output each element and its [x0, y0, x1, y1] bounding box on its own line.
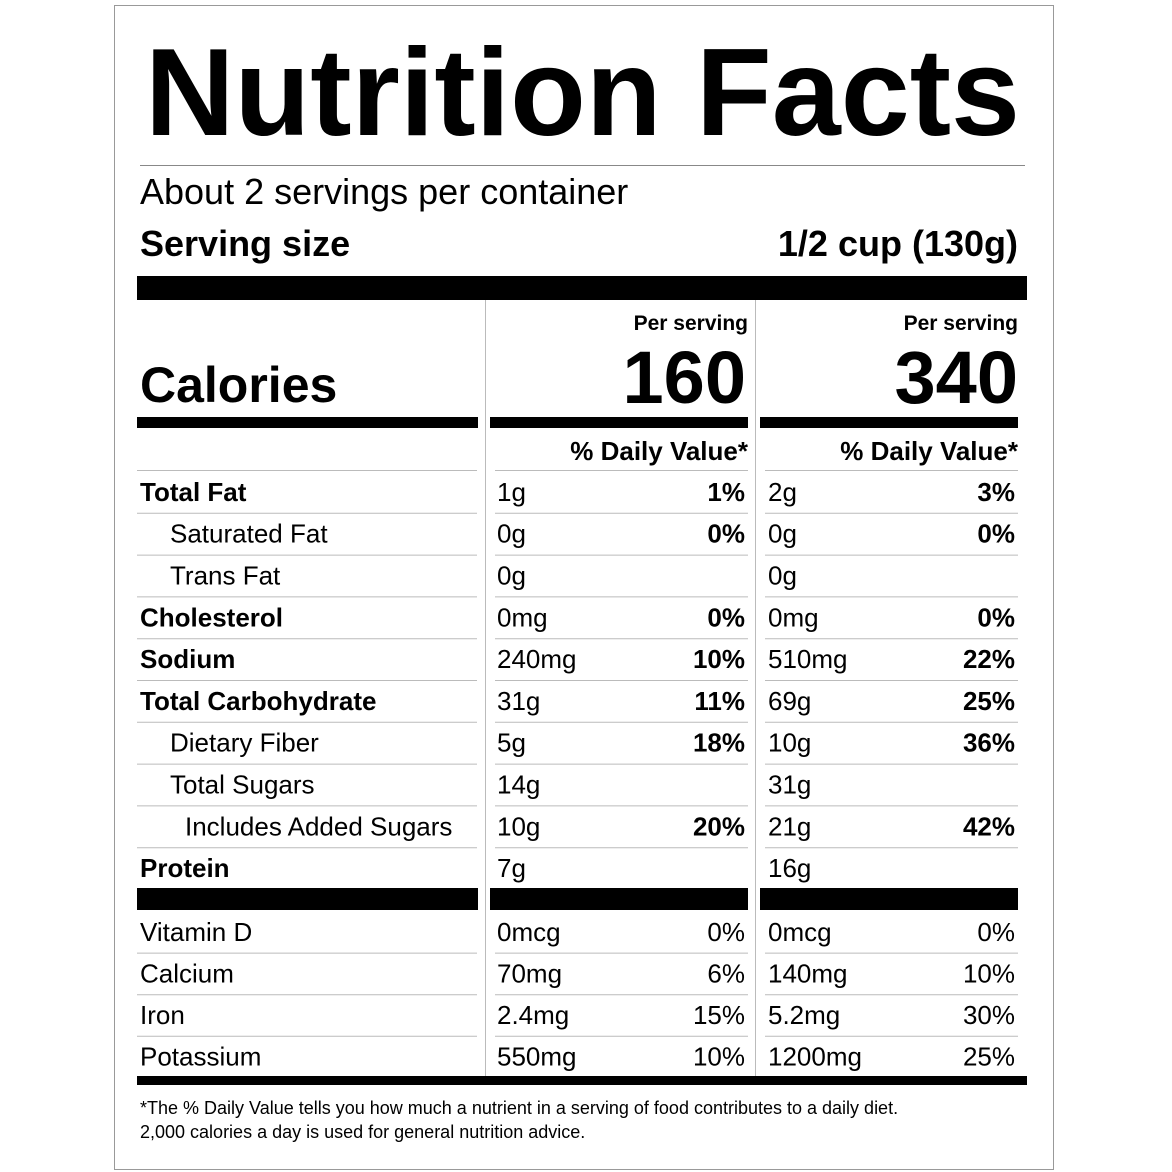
nutrient-name: Cholesterol: [140, 602, 283, 632]
serving-size-label: Serving size: [140, 223, 350, 264]
daily-value-header: % Daily Value*: [570, 436, 749, 466]
title: Nutrition Facts: [145, 24, 1020, 162]
per-serving-header: Per serving: [904, 312, 1018, 335]
amount: 69g: [768, 686, 811, 716]
thick-bar: [760, 417, 1018, 428]
amount: 5g: [497, 728, 526, 758]
daily-value: 1%: [707, 477, 745, 507]
amount: 550mg: [497, 1042, 577, 1072]
daily-value: 22%: [963, 644, 1015, 674]
daily-value: 0%: [977, 602, 1015, 632]
amount: 0mcg: [497, 917, 561, 947]
nutrient-name: Saturated Fat: [170, 519, 328, 549]
daily-value: 6%: [707, 958, 745, 988]
nutrient-name: Trans Fat: [170, 561, 281, 591]
amount: 31g: [768, 770, 811, 800]
daily-value: 15%: [693, 1000, 745, 1030]
amount: 0mcg: [768, 917, 832, 947]
thick-bar: [137, 888, 478, 910]
daily-value: 30%: [963, 1000, 1015, 1030]
daily-value: 10%: [693, 644, 745, 674]
daily-value: 20%: [693, 811, 745, 841]
amount: 2.4mg: [497, 1000, 569, 1030]
amount: 140mg: [768, 958, 848, 988]
daily-value: 18%: [693, 728, 745, 758]
nutrient-name: Potassium: [140, 1042, 261, 1072]
daily-value-header: % Daily Value*: [840, 436, 1019, 466]
amount: 70mg: [497, 958, 562, 988]
calories-value: 340: [895, 336, 1018, 419]
daily-value: 0%: [977, 519, 1015, 549]
amount: 1200mg: [768, 1042, 862, 1072]
amount: 2g: [768, 477, 797, 507]
amount: 31g: [497, 686, 540, 716]
daily-value: 25%: [963, 686, 1015, 716]
amount: 5.2mg: [768, 1000, 840, 1030]
amount: 7g: [497, 853, 526, 883]
calories-label: Calories: [140, 357, 337, 413]
amount: 10g: [768, 728, 811, 758]
amount: 240mg: [497, 644, 577, 674]
nutrient-name: Total Sugars: [170, 770, 315, 800]
thick-bar: [760, 888, 1018, 910]
serving-size-value: 1/2 cup (130g): [778, 223, 1018, 264]
thick-bar: [490, 417, 748, 428]
thick-bar: [137, 276, 1027, 300]
daily-value: 36%: [963, 728, 1015, 758]
footnote: *The % Daily Value tells you how much a …: [140, 1098, 898, 1118]
per-serving-header: Per serving: [634, 312, 748, 335]
footnote: 2,000 calories a day is used for general…: [140, 1122, 585, 1142]
daily-value: 0%: [707, 602, 745, 632]
thick-bar: [490, 888, 748, 910]
amount: 0mg: [768, 602, 819, 632]
servings-per-container: About 2 servings per container: [140, 171, 628, 212]
nutrient-name: Iron: [140, 1000, 185, 1030]
nutrient-name: Vitamin D: [140, 917, 252, 947]
amount: 0g: [497, 519, 526, 549]
amount: 10g: [497, 811, 540, 841]
nutrient-name: Sodium: [140, 644, 235, 674]
nutrient-name: Total Carbohydrate: [140, 686, 376, 716]
daily-value: 10%: [963, 958, 1015, 988]
thick-bar: [137, 1076, 1027, 1085]
daily-value: 10%: [693, 1042, 745, 1072]
daily-value: 25%: [963, 1042, 1015, 1072]
amount: 14g: [497, 770, 540, 800]
daily-value: 42%: [963, 811, 1015, 841]
amount: 0mg: [497, 602, 548, 632]
calories-value: 160: [623, 336, 746, 419]
amount: 1g: [497, 477, 526, 507]
nutrient-name: Calcium: [140, 958, 234, 988]
daily-value: 11%: [694, 686, 745, 716]
amount: 0g: [497, 561, 526, 591]
nutrient-name: Protein: [140, 853, 230, 883]
thick-bar: [137, 417, 478, 428]
amount: 0g: [768, 561, 797, 591]
nutrient-name: Includes Added Sugars: [185, 811, 452, 841]
amount: 510mg: [768, 644, 848, 674]
amount: 16g: [768, 853, 811, 883]
amount: 0g: [768, 519, 797, 549]
daily-value: 3%: [977, 477, 1015, 507]
daily-value: 0%: [707, 519, 745, 549]
label-border: [114, 5, 1054, 1170]
nutrient-name: Dietary Fiber: [170, 728, 319, 758]
amount: 21g: [768, 811, 811, 841]
daily-value: 0%: [707, 917, 745, 947]
daily-value: 0%: [977, 917, 1015, 947]
nutrient-name: Total Fat: [140, 477, 247, 507]
